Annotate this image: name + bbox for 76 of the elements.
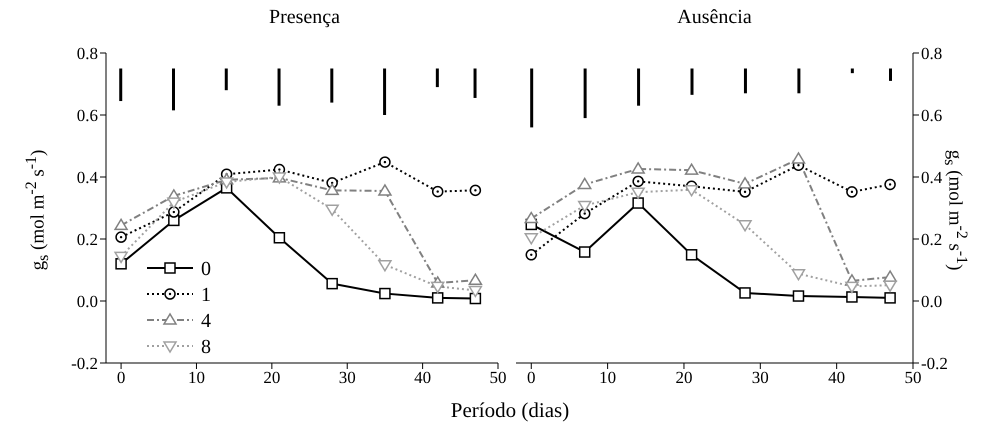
point [524,212,538,224]
x-axis-title: Período (dias) [450,398,570,423]
y-tick-label: 0.8 [76,44,98,64]
x-tick-label: 30 [338,368,356,388]
x-tick-label: 40 [414,368,432,388]
point [114,218,128,230]
point [378,184,392,196]
x-tick-label: 0 [116,368,126,388]
legend-label: 0 [201,258,211,280]
x-tick-label: 40 [828,368,846,388]
point [631,187,645,199]
point [378,260,392,272]
point [846,186,858,198]
point [526,249,538,261]
point [738,220,752,232]
point [792,152,806,164]
x-tick-label: 30 [752,368,769,388]
y2-tick-label: 0.8 [921,44,942,64]
point [684,184,698,196]
y-tick-label: 0.6 [76,106,98,126]
point [884,292,896,304]
y2-tick-label: -0.2 [921,354,948,374]
y2-tick-label: 0.0 [921,292,942,312]
point [684,163,698,175]
point [686,249,698,261]
point [578,178,592,190]
y2-tick-label: 0.2 [921,230,942,250]
x-tick-label: 50 [904,368,922,388]
legend-label: 1 [201,284,211,306]
point [578,200,592,212]
point [738,177,752,189]
x-tick-label: 20 [263,368,280,388]
point [274,232,286,244]
point [114,252,128,264]
point [432,186,444,198]
y-tick-label: 0.4 [76,168,98,188]
point [379,156,391,168]
y-tick-label: 0.0 [76,292,98,312]
chart-title: Ausência [676,6,753,29]
point [432,292,444,304]
x-tick-label: 20 [675,368,692,388]
legend-label: 4 [201,310,211,332]
point [325,204,339,216]
point [379,288,391,300]
y2-tick-label: 0.6 [921,106,942,126]
point [470,184,482,196]
point [846,291,858,303]
chart-title: Presença [268,6,342,29]
point [168,206,180,218]
point [325,184,339,196]
y2-tick-label: 0.4 [921,168,943,188]
point [326,278,338,290]
y-tick-label: 0.2 [76,230,98,250]
point [430,282,444,294]
point [845,282,859,294]
x-tick-label: 10 [188,368,205,388]
x-tick-label: 50 [490,368,506,388]
point [220,177,234,189]
point [632,197,644,209]
point [524,233,538,245]
point [631,162,645,174]
x-tick-label: 0 [527,368,536,388]
x-tick-label: 10 [599,368,616,388]
point [167,197,181,209]
point [632,176,644,188]
point [739,287,751,299]
point [883,280,897,292]
point [792,268,806,280]
point [468,286,482,298]
point [115,231,127,243]
point [792,290,804,302]
legend-label: 8 [201,336,211,358]
y-tick-label: -0.2 [71,354,98,374]
point [468,273,482,285]
point [884,178,896,190]
point [578,246,590,258]
